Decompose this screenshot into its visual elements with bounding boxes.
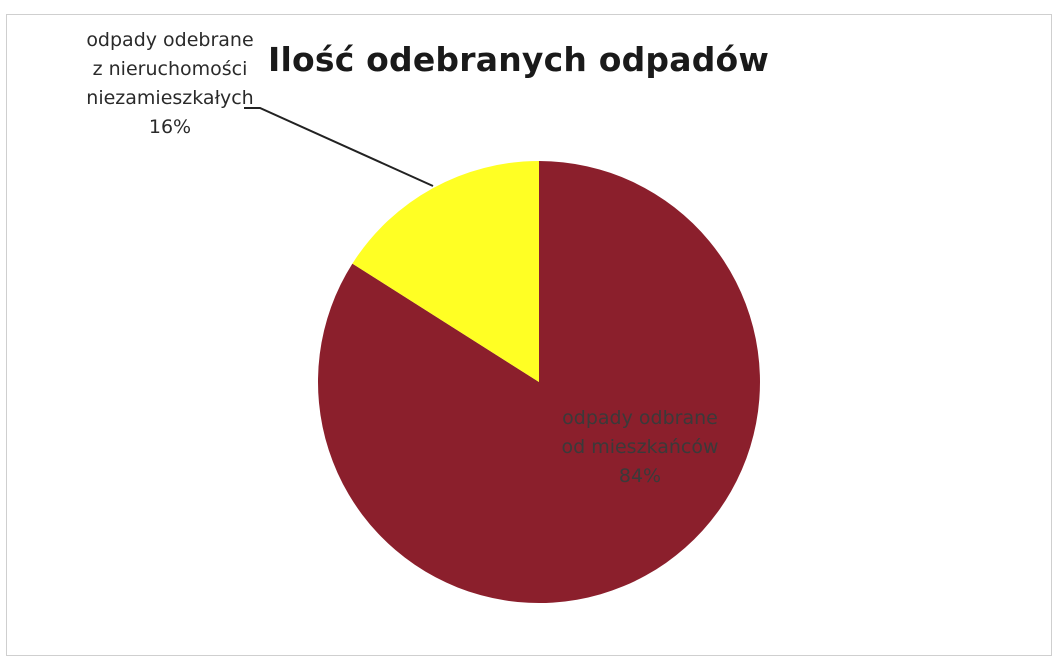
slice-label-nonresidential: odpady odebrane z nieruchomości niezamie… [40, 26, 300, 142]
pie-slice-nonresidential [352, 161, 539, 382]
pie-slice-residents [317, 161, 760, 603]
slice-label-nonresidential-percent: 16% [148, 116, 192, 138]
chart-title: Ilość odebranych odpadów [268, 40, 770, 79]
slice-label-residents-line-2: od mieszkańców [561, 436, 719, 458]
slice-label-nonresidential-line-3: niezamieszkałych [86, 87, 254, 109]
slice-label-residents-percent: 84% [618, 465, 662, 487]
slice-label-residents-line-1: odpady odbrane [562, 407, 718, 429]
leader-line-16 [244, 107, 434, 187]
slice-label-nonresidential-line-1: odpady odebrane [86, 29, 254, 51]
slice-label-nonresidential-line-2: z nieruchomości [92, 58, 248, 80]
slice-label-residents: odpady odbrane od mieszkańców 84% [520, 404, 760, 491]
